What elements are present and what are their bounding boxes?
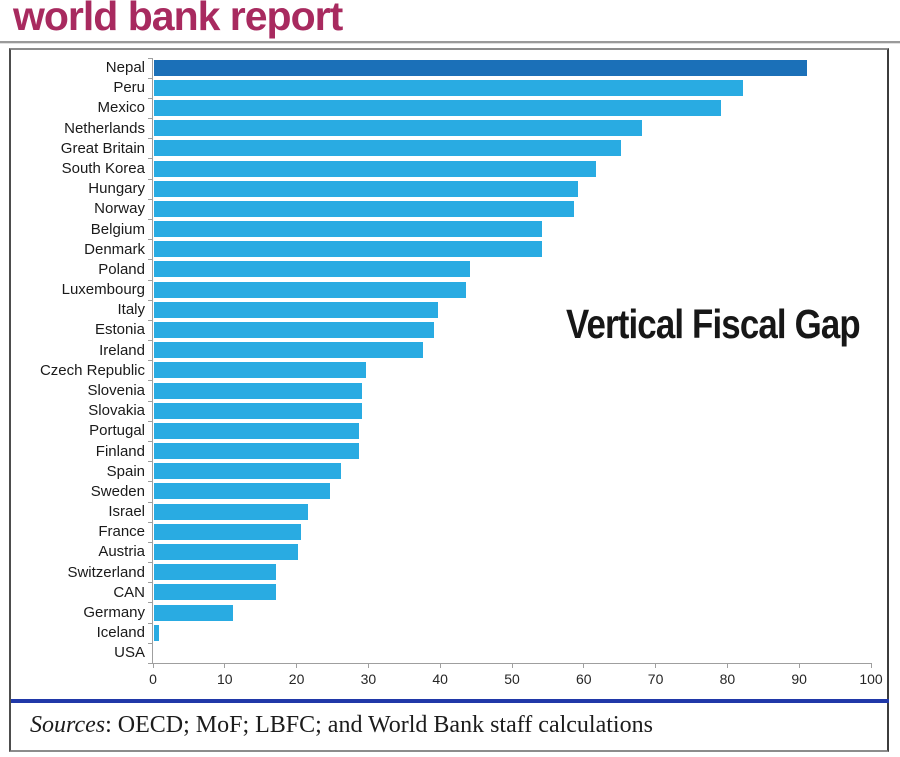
sources-label: Sources [30,712,106,738]
page-title: world bank report [13,0,343,39]
sources-text: : OECD; MoF; LBFC; and World Bank staff … [105,712,653,738]
sources-line: Sources: OECD; MoF; LBFC; and World Bank… [30,712,870,739]
title-underline [0,41,900,44]
report-box [9,48,889,752]
separator-line [11,699,889,703]
